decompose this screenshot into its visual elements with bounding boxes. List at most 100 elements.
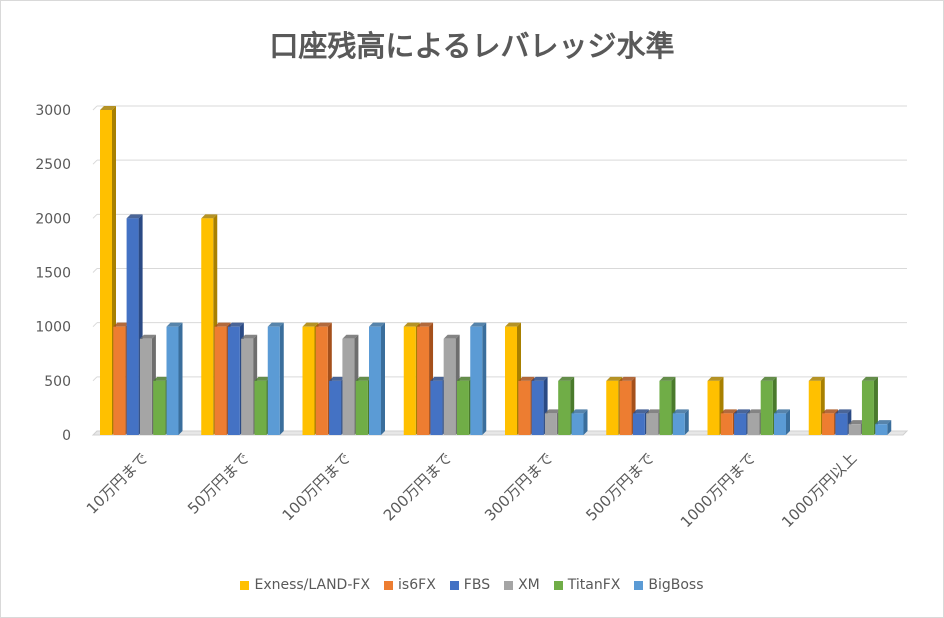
bar-front bbox=[456, 380, 469, 435]
x-tick-label: 1000万円まで bbox=[677, 449, 759, 531]
bar-front bbox=[646, 413, 659, 435]
x-tick-label: 200万円まで bbox=[380, 449, 455, 524]
bar-top bbox=[531, 376, 548, 381]
bar-top bbox=[822, 409, 839, 414]
bar-top bbox=[518, 376, 535, 381]
bar-top bbox=[227, 322, 244, 327]
bar-front bbox=[619, 380, 632, 435]
bar-front bbox=[267, 326, 280, 435]
bar-front bbox=[403, 326, 416, 435]
bar-top bbox=[100, 106, 116, 110]
y-tick-label: 3000 bbox=[35, 103, 71, 119]
bar-front bbox=[808, 380, 821, 435]
bar-top bbox=[153, 376, 170, 381]
x-tick-label: 500万円まで bbox=[582, 449, 657, 524]
legend-item: is6FX bbox=[384, 577, 436, 593]
bar-front bbox=[518, 380, 531, 435]
y-tick-label: 2500 bbox=[35, 157, 71, 173]
gridline-depth bbox=[92, 376, 98, 382]
bar-front bbox=[875, 424, 888, 435]
gridline-depth bbox=[92, 159, 98, 165]
bar bbox=[558, 376, 575, 435]
bar-top bbox=[720, 409, 737, 414]
y-tick-label: 1500 bbox=[35, 266, 71, 282]
bar-top bbox=[505, 322, 521, 327]
legend: Exness/LAND-FX is6FX FBS XM TitanFX BigBoss bbox=[1, 577, 943, 593]
bar-top bbox=[875, 420, 892, 425]
bar-top bbox=[241, 334, 258, 339]
bar-side bbox=[583, 409, 588, 435]
legend-swatch bbox=[504, 580, 514, 590]
legend-swatch bbox=[240, 580, 250, 590]
plot-area: 0 500 1000 1500 2000 2500 3000 10万円まで 50万円まで 100万… bbox=[35, 103, 909, 531]
bar-top bbox=[113, 322, 130, 327]
bar-top bbox=[747, 409, 764, 414]
gridline-depth bbox=[92, 268, 98, 273]
bar-front bbox=[139, 338, 152, 435]
y-tick-label: 1000 bbox=[35, 320, 71, 336]
bar-front bbox=[672, 413, 685, 435]
bar-front bbox=[571, 413, 584, 435]
bar-front bbox=[302, 326, 315, 435]
bar-front bbox=[747, 413, 760, 435]
bar-top bbox=[646, 409, 663, 414]
bar-front bbox=[430, 380, 443, 435]
bar-top bbox=[808, 376, 825, 381]
bar-front bbox=[760, 380, 773, 435]
legend-label: Exness/LAND-FX bbox=[254, 577, 371, 593]
bar-front bbox=[100, 110, 112, 435]
bar-top bbox=[201, 214, 218, 219]
bar-top bbox=[835, 409, 852, 414]
bar-top bbox=[329, 376, 346, 381]
bar bbox=[166, 322, 183, 435]
bar-front bbox=[126, 218, 139, 435]
bar-front bbox=[659, 380, 672, 435]
bar-top bbox=[355, 376, 372, 381]
bar-top bbox=[606, 376, 623, 381]
bar bbox=[861, 376, 878, 435]
bar-side bbox=[178, 322, 183, 435]
bar-top bbox=[443, 334, 460, 339]
gridline-depth bbox=[92, 105, 98, 111]
bar-front bbox=[417, 326, 430, 435]
bar-front bbox=[369, 326, 381, 435]
bar-top bbox=[734, 409, 751, 414]
bar-top bbox=[632, 409, 649, 414]
bar-top bbox=[544, 409, 561, 414]
bar-top bbox=[571, 409, 588, 414]
bar-top bbox=[267, 322, 284, 327]
bar bbox=[774, 409, 790, 435]
bar-front bbox=[443, 338, 456, 435]
bar-front bbox=[734, 413, 747, 435]
bar-front bbox=[861, 380, 874, 435]
bar-top bbox=[470, 322, 487, 327]
bar-front bbox=[835, 413, 848, 435]
bar-side bbox=[786, 409, 790, 435]
y-tick-label: 500 bbox=[44, 374, 71, 390]
bar-front bbox=[329, 380, 342, 435]
bar-side bbox=[482, 322, 487, 435]
bar-front bbox=[113, 326, 126, 435]
gridline-depth bbox=[92, 322, 98, 328]
bar-top bbox=[707, 376, 724, 381]
legend-swatch bbox=[384, 580, 394, 590]
bar-side bbox=[279, 322, 284, 435]
bar-front bbox=[342, 338, 355, 435]
bar-front bbox=[544, 413, 557, 435]
bar-front bbox=[315, 326, 328, 435]
bar-top bbox=[672, 409, 689, 414]
legend-swatch bbox=[553, 580, 563, 590]
bar-front bbox=[227, 326, 240, 435]
bar-front bbox=[166, 326, 179, 435]
bar-front bbox=[531, 380, 544, 435]
bar-top bbox=[254, 376, 271, 381]
bar-top bbox=[214, 322, 231, 327]
legend-item: BigBoss bbox=[634, 577, 704, 593]
gridline-depth bbox=[92, 213, 98, 219]
bar-front bbox=[558, 380, 571, 435]
legend-item: XM bbox=[504, 577, 540, 593]
y-tick-label: 0 bbox=[62, 428, 71, 444]
bar-top bbox=[369, 322, 385, 327]
bar-top bbox=[558, 376, 575, 381]
bar-top bbox=[848, 420, 865, 425]
